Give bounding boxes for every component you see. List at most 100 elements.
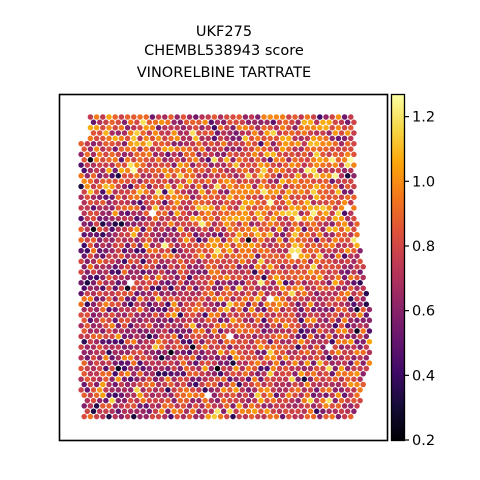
spot bbox=[171, 258, 177, 265]
spot bbox=[186, 210, 193, 217]
spot bbox=[162, 231, 168, 238]
spot bbox=[304, 253, 311, 259]
spot bbox=[96, 130, 103, 136]
spot bbox=[205, 242, 211, 249]
spot bbox=[81, 413, 87, 420]
spot bbox=[298, 253, 304, 259]
spot bbox=[81, 328, 87, 334]
spot bbox=[155, 371, 162, 377]
spot bbox=[78, 183, 84, 190]
spot bbox=[236, 274, 242, 281]
spot bbox=[174, 157, 180, 163]
spot bbox=[239, 237, 246, 243]
spot bbox=[121, 258, 128, 265]
spot bbox=[289, 130, 295, 136]
spot bbox=[180, 392, 187, 398]
spot bbox=[106, 360, 112, 366]
spot bbox=[115, 226, 122, 233]
spot bbox=[109, 215, 115, 222]
spot bbox=[90, 226, 97, 233]
spot bbox=[208, 397, 215, 404]
spot bbox=[326, 194, 332, 200]
spot bbox=[81, 381, 87, 388]
spot bbox=[84, 173, 91, 179]
spot bbox=[121, 322, 128, 329]
spot bbox=[121, 301, 128, 308]
spot bbox=[348, 274, 354, 281]
spot bbox=[279, 167, 286, 174]
spot bbox=[329, 221, 335, 227]
spot bbox=[236, 242, 242, 249]
spot bbox=[258, 140, 264, 147]
spot bbox=[171, 344, 177, 350]
spot bbox=[310, 167, 317, 174]
spot bbox=[335, 413, 342, 420]
spot bbox=[109, 140, 115, 147]
spot bbox=[323, 210, 329, 217]
spot bbox=[301, 183, 308, 190]
spot bbox=[87, 360, 94, 366]
spot bbox=[81, 178, 87, 184]
spot bbox=[286, 221, 292, 227]
spot bbox=[351, 322, 357, 329]
spot bbox=[189, 322, 196, 329]
spot bbox=[335, 338, 342, 345]
spot bbox=[270, 301, 277, 308]
spot bbox=[158, 194, 165, 200]
spot bbox=[84, 355, 91, 361]
spot bbox=[270, 258, 277, 265]
spot bbox=[310, 338, 317, 345]
spot bbox=[344, 205, 351, 211]
spot bbox=[162, 199, 168, 206]
spot bbox=[233, 408, 239, 415]
spot bbox=[224, 306, 230, 313]
spot bbox=[118, 114, 125, 120]
spot bbox=[354, 306, 360, 313]
spot bbox=[177, 183, 184, 190]
spot bbox=[90, 162, 97, 168]
spot bbox=[264, 215, 270, 222]
spot bbox=[258, 247, 264, 254]
spot bbox=[354, 253, 360, 259]
spot bbox=[341, 253, 348, 259]
spot bbox=[251, 151, 258, 158]
spot bbox=[168, 296, 174, 302]
spot bbox=[224, 135, 230, 142]
spot bbox=[317, 349, 323, 356]
spot bbox=[214, 119, 221, 126]
spot bbox=[298, 135, 304, 142]
spot bbox=[87, 253, 94, 259]
spot bbox=[323, 264, 329, 270]
spot bbox=[276, 408, 283, 415]
spot bbox=[205, 392, 211, 398]
spot bbox=[202, 376, 208, 382]
spot bbox=[143, 338, 149, 345]
spot bbox=[227, 312, 233, 318]
spot bbox=[84, 376, 91, 382]
spot bbox=[295, 290, 301, 297]
spot bbox=[137, 189, 143, 195]
spot bbox=[354, 403, 360, 409]
spot bbox=[217, 124, 224, 131]
spot bbox=[211, 349, 218, 356]
spot bbox=[227, 237, 233, 243]
spot bbox=[258, 194, 264, 200]
spot bbox=[214, 258, 221, 265]
spot bbox=[177, 312, 184, 318]
spot bbox=[236, 349, 242, 356]
spot bbox=[351, 290, 357, 297]
spot bbox=[270, 312, 277, 318]
spot bbox=[261, 264, 267, 270]
spot bbox=[279, 328, 286, 334]
spot bbox=[115, 397, 122, 404]
spot bbox=[323, 285, 329, 291]
spot bbox=[286, 242, 292, 249]
spot bbox=[323, 146, 329, 152]
spot bbox=[127, 397, 134, 404]
spot bbox=[236, 157, 242, 163]
spot bbox=[317, 317, 323, 324]
spot bbox=[338, 215, 345, 222]
spot bbox=[103, 322, 109, 329]
spot bbox=[112, 403, 118, 409]
spot bbox=[304, 199, 311, 206]
